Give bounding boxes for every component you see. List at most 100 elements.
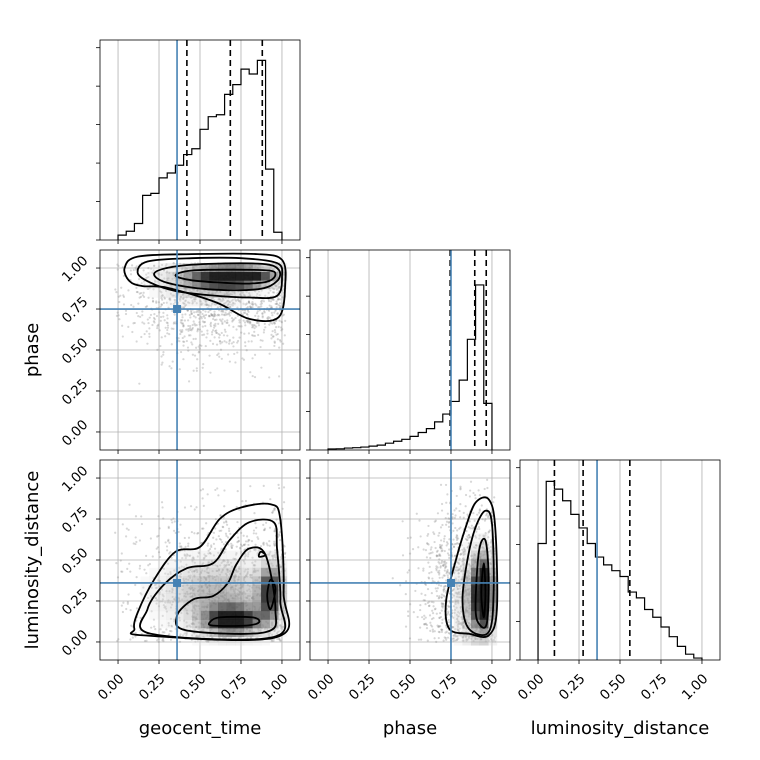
- panel-luminosity-distance-vs-phase-point: [417, 638, 421, 641]
- panel-luminosity-distance-vs-phase-density-cell: [471, 636, 480, 646]
- panel-luminosity-distance-vs-phase-point: [460, 623, 463, 626]
- panel-luminosity-distance-vs-geocent-time-point: [222, 558, 225, 562]
- panel-luminosity-distance-vs-geocent-time-point: [249, 485, 252, 488]
- panel-phase-vs-geocent-time-point: [221, 299, 224, 303]
- panel-phase-vs-geocent-time-point: [205, 300, 208, 303]
- panel-phase-vs-geocent-time-point: [270, 305, 273, 308]
- panel-phase-vs-geocent-time-point: [149, 313, 153, 317]
- panel-phase-vs-geocent-time-point: [227, 303, 230, 306]
- panel-phase-vs-geocent-time-point: [212, 315, 215, 318]
- panel-phase-vs-geocent-time-point: [169, 299, 172, 302]
- panel-luminosity-distance-vs-phase-point: [455, 621, 458, 624]
- panel-phase-vs-geocent-time-density-cell: [192, 263, 202, 273]
- panel-luminosity-distance-vs-geocent-time-point: [191, 560, 194, 563]
- panel-luminosity-distance-vs-geocent-time-point: [273, 530, 276, 533]
- panel-luminosity-distance-vs-phase-point: [416, 615, 419, 619]
- panel-phase-vs-geocent-time-point: [211, 330, 214, 334]
- panel-luminosity-distance-vs-phase-point: [433, 608, 437, 611]
- hist-geocent-time-axes: [96, 40, 283, 244]
- panel-luminosity-distance-vs-geocent-time-point: [120, 570, 123, 573]
- panel-luminosity-distance-vs-geocent-time-ytick-label: 0.50: [59, 545, 92, 578]
- panel-phase-vs-geocent-time-density-cell: [235, 271, 245, 281]
- panel-phase-vs-geocent-time-point: [153, 279, 157, 282]
- panel-phase-vs-geocent-time-point: [197, 313, 200, 317]
- panel-luminosity-distance-vs-phase-point: [426, 534, 429, 537]
- panel-phase-vs-geocent-time-point: [201, 312, 204, 316]
- panel-phase-vs-geocent-time-point: [268, 309, 271, 312]
- panel-luminosity-distance-vs-geocent-time-point: [224, 564, 227, 567]
- panel-phase-vs-geocent-time-point: [135, 265, 138, 268]
- panel-phase-vs-geocent-time-point: [260, 299, 264, 302]
- panel-luminosity-distance-vs-geocent-time-density-cell: [192, 576, 202, 586]
- panel-luminosity-distance-vs-geocent-time-point: [167, 526, 170, 530]
- panel-luminosity-distance-vs-geocent-time-point: [129, 609, 132, 612]
- panel-phase-vs-geocent-time-point: [173, 313, 176, 316]
- panel-luminosity-distance-vs-geocent-time-point: [273, 629, 276, 632]
- panel-phase-vs-geocent-time-point: [259, 345, 262, 349]
- panel-phase-vs-geocent-time-density-cell: [157, 280, 167, 290]
- panel-luminosity-distance-vs-geocent-time-point: [135, 607, 139, 610]
- panel-phase-vs-geocent-time-point: [207, 315, 211, 318]
- panel-luminosity-distance-vs-phase-point: [441, 602, 445, 605]
- panel-phase-vs-geocent-time-point: [271, 314, 274, 317]
- panel-phase-vs-geocent-time-point: [277, 298, 280, 301]
- panel-luminosity-distance-vs-phase-point: [454, 599, 457, 602]
- panel-luminosity-distance-vs-geocent-time-point: [161, 598, 165, 601]
- panel-luminosity-distance-vs-phase-point: [456, 629, 460, 632]
- panel-luminosity-distance-vs-geocent-time-density-cell: [157, 610, 167, 620]
- panel-luminosity-distance-vs-geocent-time-point: [166, 562, 170, 565]
- panel-luminosity-distance-vs-geocent-time-point: [161, 631, 164, 634]
- panel-luminosity-distance-vs-phase-point: [424, 603, 427, 606]
- panel-luminosity-distance-vs-phase-point: [456, 535, 459, 538]
- panel-luminosity-distance-vs-geocent-time-point: [234, 573, 237, 576]
- panel-luminosity-distance-vs-phase-point: [459, 553, 462, 556]
- panel-luminosity-distance-vs-phase-point: [448, 517, 451, 520]
- panel-luminosity-distance-vs-geocent-time-density-cell: [200, 610, 210, 620]
- panel-luminosity-distance-vs-geocent-time-point: [174, 627, 177, 631]
- panel-phase-vs-geocent-time-point: [166, 332, 169, 335]
- panel-luminosity-distance-vs-geocent-time-point: [226, 561, 229, 564]
- panel-phase-vs-geocent-time-point: [196, 328, 199, 331]
- panel-phase-vs-geocent-time-point: [156, 327, 159, 330]
- panel-luminosity-distance-vs-phase-point: [460, 578, 463, 581]
- panel-phase-vs-geocent-time-point: [221, 318, 224, 321]
- panel-luminosity-distance-vs-geocent-time-density-cell: [183, 602, 193, 612]
- panel-luminosity-distance-vs-phase-point: [445, 630, 448, 633]
- panel-phase-vs-geocent-time-point: [207, 310, 210, 314]
- panel-phase-vs-geocent-time-point: [278, 294, 282, 297]
- panel-phase-vs-geocent-time-point: [197, 351, 200, 354]
- panel-luminosity-distance-vs-phase-point: [438, 616, 441, 619]
- panel-phase-vs-geocent-time-point: [205, 303, 208, 306]
- panel-luminosity-distance-vs-phase-point: [465, 571, 469, 574]
- panel-luminosity-distance-vs-geocent-time-point: [158, 555, 162, 559]
- panel-luminosity-distance-vs-phase-point: [436, 549, 439, 552]
- panel-luminosity-distance-vs-geocent-time-point: [157, 640, 160, 644]
- panel-luminosity-distance-vs-geocent-time-point: [170, 518, 173, 521]
- panel-phase-vs-geocent-time-point: [117, 314, 120, 317]
- panel-phase-vs-geocent-time-point: [192, 369, 195, 372]
- hist-luminosity-distance-xtick-label: 0.00: [515, 671, 548, 704]
- panel-phase-vs-geocent-time-point: [189, 327, 192, 330]
- panel-luminosity-distance-vs-phase-point: [428, 600, 431, 603]
- panel-phase-vs-geocent-time-point: [213, 302, 216, 306]
- panel-luminosity-distance-vs-phase-point: [477, 511, 481, 514]
- panel-phase-vs-geocent-time-point: [219, 298, 222, 301]
- panel-phase-vs-geocent-time-point: [217, 298, 220, 301]
- panel-luminosity-distance-vs-phase-point: [447, 604, 450, 607]
- panel-luminosity-distance-vs-phase-density-cell: [453, 593, 463, 603]
- panel-phase-vs-geocent-time-point: [257, 315, 260, 318]
- panel-phase-vs-geocent-time-point: [204, 303, 207, 306]
- panel-phase-vs-geocent-time-point: [146, 318, 149, 321]
- panel-luminosity-distance-vs-geocent-time-density-cell: [200, 559, 210, 569]
- panel-luminosity-distance-vs-phase-density-cell: [471, 533, 480, 543]
- panel-luminosity-distance-vs-phase-point: [441, 576, 444, 579]
- panel-luminosity-distance-vs-phase-point: [480, 504, 483, 507]
- panel-phase-vs-geocent-time-point: [171, 294, 174, 297]
- panel-phase-vs-geocent-time-point: [280, 329, 283, 332]
- panel-phase-vs-geocent-time-point: [147, 267, 150, 270]
- panel-luminosity-distance-vs-phase-point: [468, 536, 472, 539]
- panel-phase-vs-geocent-time-point: [179, 296, 182, 299]
- panel-phase-vs-geocent-time-ytick-label: 0.25: [59, 376, 92, 409]
- panel-luminosity-distance-vs-phase-point: [458, 509, 461, 513]
- panel-phase-vs-geocent-time-point: [225, 313, 228, 316]
